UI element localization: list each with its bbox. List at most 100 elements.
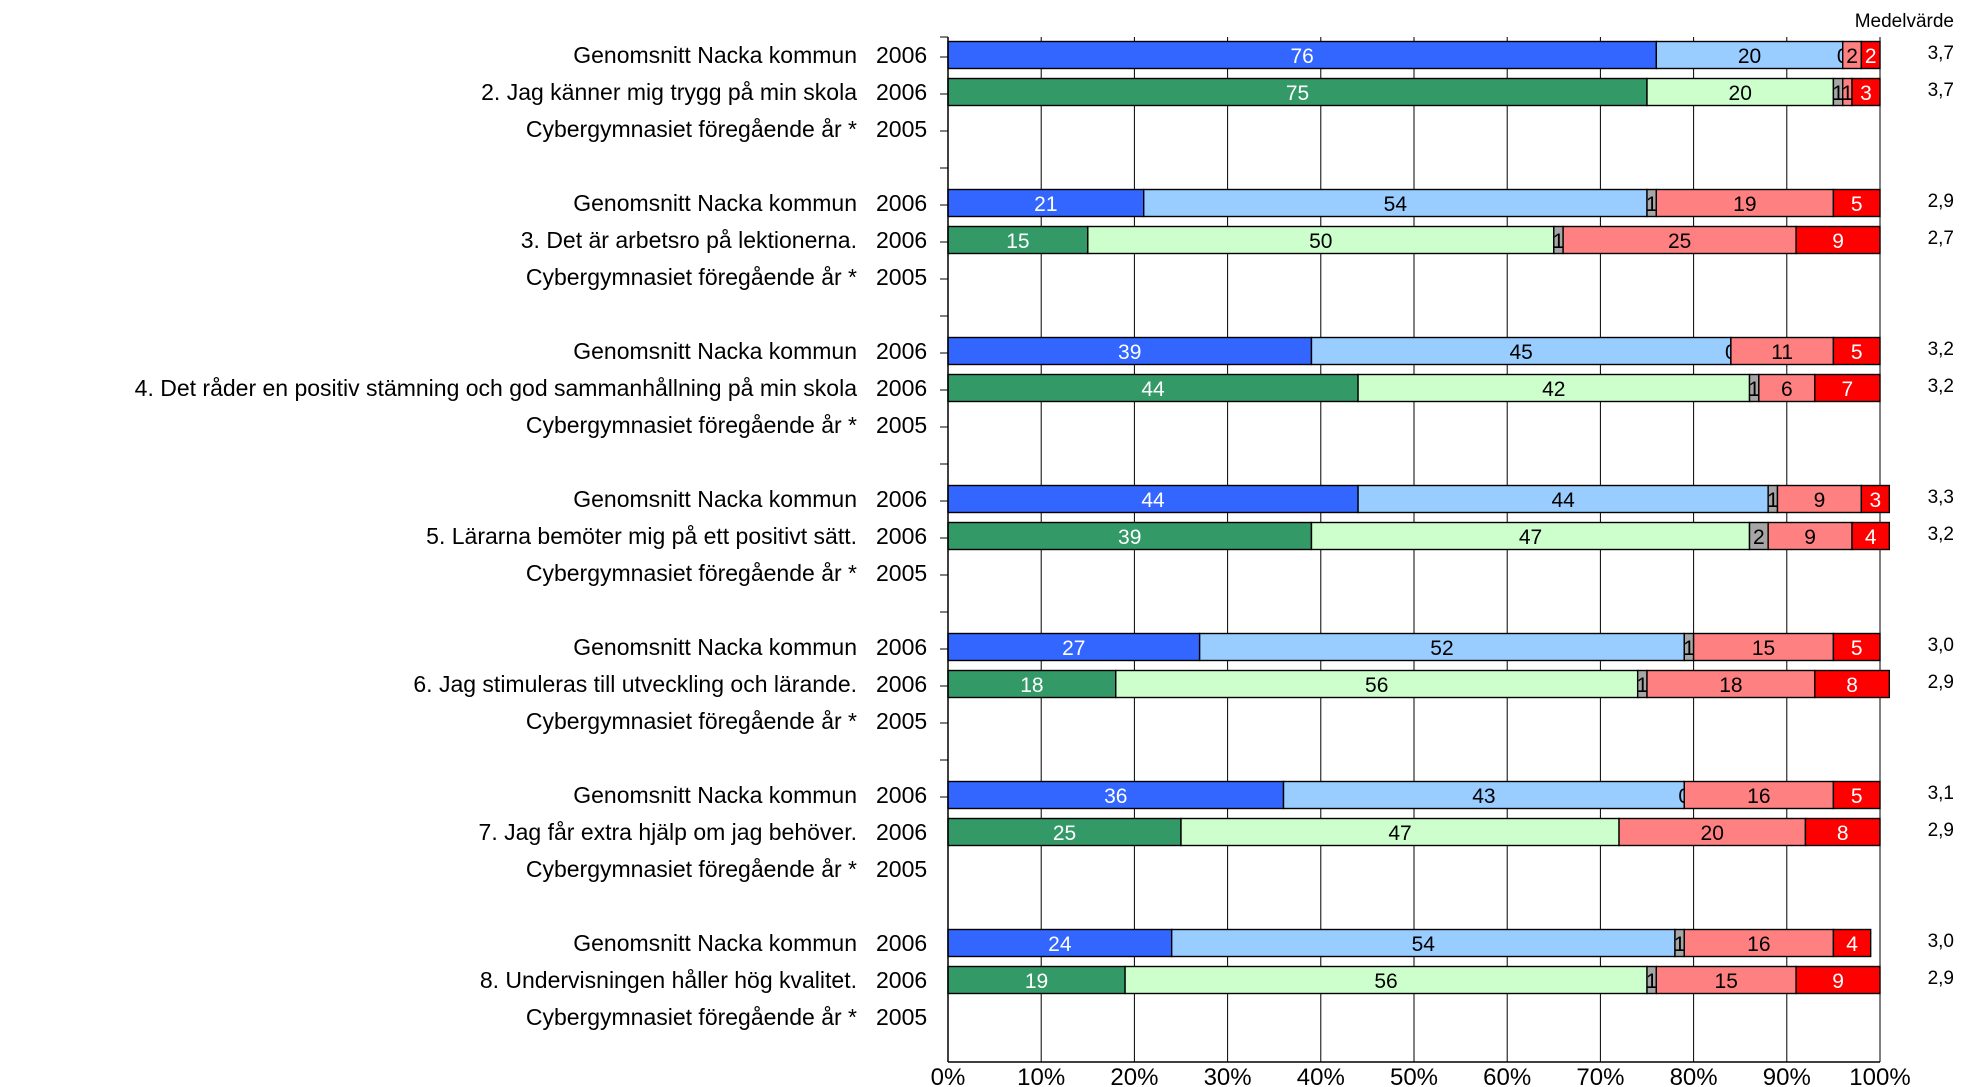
segment-label: 27 bbox=[1062, 637, 1085, 660]
segment-label: 16 bbox=[1747, 785, 1770, 808]
segment-label: 18 bbox=[1020, 674, 1043, 697]
mean-value: 3,2 bbox=[1928, 339, 1954, 360]
row-year: 2006 bbox=[876, 338, 927, 364]
mean-value: 3,2 bbox=[1928, 524, 1954, 545]
mean-value: 2,7 bbox=[1928, 228, 1954, 249]
mean-value: 3,1 bbox=[1928, 783, 1954, 804]
mean-value: 3,3 bbox=[1928, 487, 1954, 508]
segment-label: 47 bbox=[1519, 526, 1542, 549]
segment-label: 56 bbox=[1365, 674, 1388, 697]
row-label: Cybergymnasiet föregående år * bbox=[526, 412, 857, 438]
segment-label: 19 bbox=[1025, 970, 1048, 993]
segment-label: 3 bbox=[1869, 489, 1881, 512]
x-tick-label: 50% bbox=[1390, 1064, 1438, 1087]
x-tick-label: 40% bbox=[1297, 1064, 1345, 1087]
row-label: 7. Jag får extra hjälp om jag behöver. bbox=[479, 819, 857, 845]
mean-value: 3,7 bbox=[1928, 43, 1954, 64]
row-year: 2006 bbox=[876, 190, 927, 216]
segment-label: 47 bbox=[1388, 822, 1411, 845]
segment-label: 54 bbox=[1384, 193, 1408, 216]
mean-value: 3,0 bbox=[1928, 635, 1954, 656]
segment-label: 15 bbox=[1752, 637, 1775, 660]
segment-label: 19 bbox=[1733, 193, 1756, 216]
segment-label: 11 bbox=[1771, 341, 1793, 364]
x-tick-label: 90% bbox=[1763, 1064, 1811, 1087]
segment-label: 5 bbox=[1851, 341, 1863, 364]
segment-label: 20 bbox=[1729, 82, 1752, 105]
row-year: 2006 bbox=[876, 79, 927, 105]
segment-label: 42 bbox=[1542, 378, 1565, 401]
row-year: 2005 bbox=[876, 708, 927, 734]
x-tick-label: 60% bbox=[1483, 1064, 1531, 1087]
row-year: 2006 bbox=[876, 930, 927, 956]
x-tick-label: 100% bbox=[1849, 1064, 1910, 1087]
x-tick-label: 20% bbox=[1110, 1064, 1158, 1087]
row-year: 2006 bbox=[876, 42, 927, 68]
segment-label: 20 bbox=[1738, 45, 1761, 68]
row-label: 6. Jag stimuleras till utveckling och lä… bbox=[413, 671, 857, 697]
mean-value: 3,2 bbox=[1928, 376, 1954, 397]
row-label: Genomsnitt Nacka kommun bbox=[573, 190, 857, 216]
segment-label: 54 bbox=[1412, 933, 1436, 956]
row-year: 2006 bbox=[876, 782, 927, 808]
segment-label: 25 bbox=[1668, 230, 1691, 253]
segment-label: 8 bbox=[1846, 674, 1858, 697]
bars: 7620022752011321541195155012593945011544… bbox=[948, 42, 1889, 994]
segment-label: 4 bbox=[1865, 526, 1877, 549]
segment-label: 43 bbox=[1472, 785, 1495, 808]
row-label: Genomsnitt Nacka kommun bbox=[573, 930, 857, 956]
row-year: 2006 bbox=[876, 671, 927, 697]
x-tick-label: 70% bbox=[1576, 1064, 1624, 1087]
row-label: 5. Lärarna bemöter mig på ett positivt s… bbox=[426, 523, 857, 549]
segment-label: 2 bbox=[1753, 526, 1765, 549]
mean-value: 3,7 bbox=[1928, 80, 1954, 101]
row-label: Genomsnitt Nacka kommun bbox=[573, 634, 857, 660]
segment-label: 36 bbox=[1104, 785, 1127, 808]
row-year: 2005 bbox=[876, 856, 927, 882]
row-label: Cybergymnasiet föregående år * bbox=[526, 1004, 857, 1030]
x-tick-label: 10% bbox=[1017, 1064, 1065, 1087]
segment-label: 7 bbox=[1842, 378, 1854, 401]
segment-label: 15 bbox=[1715, 970, 1738, 993]
mean-header: Medelvärde bbox=[1855, 11, 1954, 32]
mean-value: 3,0 bbox=[1928, 931, 1954, 952]
mean-value: 2,9 bbox=[1928, 820, 1954, 841]
row-label: Genomsnitt Nacka kommun bbox=[573, 782, 857, 808]
segment-label: 39 bbox=[1118, 526, 1141, 549]
segment-label: 2 bbox=[1865, 45, 1877, 68]
row-label: Genomsnitt Nacka kommun bbox=[573, 42, 857, 68]
segment-label: 45 bbox=[1510, 341, 1533, 364]
segment-label: 25 bbox=[1053, 822, 1076, 845]
segment-label: 15 bbox=[1006, 230, 1029, 253]
segment-label: 18 bbox=[1719, 674, 1742, 697]
segment-label: 2 bbox=[1846, 45, 1858, 68]
segment-label: 9 bbox=[1804, 526, 1816, 549]
x-tick-label: 80% bbox=[1670, 1064, 1718, 1087]
row-year: 2005 bbox=[876, 264, 927, 290]
row-label: Cybergymnasiet föregående år * bbox=[526, 708, 857, 734]
row-year: 2006 bbox=[876, 967, 927, 993]
row-label: Genomsnitt Nacka kommun bbox=[573, 486, 857, 512]
row-year: 2006 bbox=[876, 227, 927, 253]
mean-value: 2,9 bbox=[1928, 968, 1954, 989]
segment-label: 21 bbox=[1034, 193, 1057, 216]
row-label: Genomsnitt Nacka kommun bbox=[573, 338, 857, 364]
segment-label: 56 bbox=[1374, 970, 1397, 993]
segment-label: 39 bbox=[1118, 341, 1141, 364]
segment-label: 24 bbox=[1048, 933, 1072, 956]
segment-label: 5 bbox=[1851, 637, 1863, 660]
segment-label: 44 bbox=[1141, 489, 1165, 512]
segment-label: 5 bbox=[1851, 193, 1863, 216]
segment-label: 8 bbox=[1837, 822, 1849, 845]
row-year: 2005 bbox=[876, 560, 927, 586]
segment-label: 75 bbox=[1286, 82, 1309, 105]
x-tick-label: 0% bbox=[931, 1064, 966, 1087]
row-label: 8. Undervisningen håller hög kvalitet. bbox=[480, 967, 857, 993]
segment-label: 4 bbox=[1846, 933, 1858, 956]
segment-label: 20 bbox=[1701, 822, 1724, 845]
row-year: 2006 bbox=[876, 819, 927, 845]
segment-label: 16 bbox=[1747, 933, 1770, 956]
row-year: 2006 bbox=[876, 634, 927, 660]
segment-label: 5 bbox=[1851, 785, 1863, 808]
